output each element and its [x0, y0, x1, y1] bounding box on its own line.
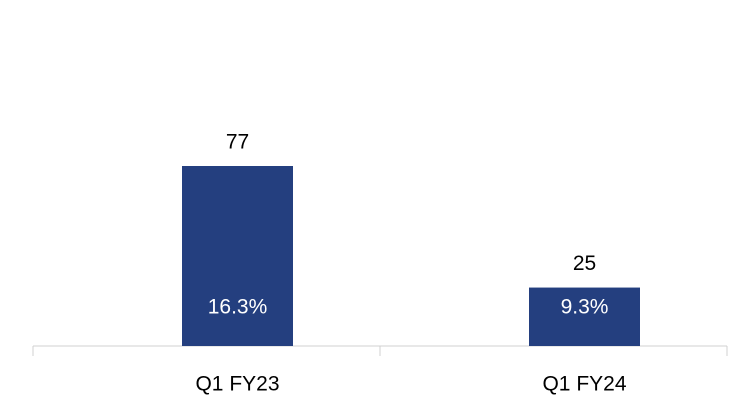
inner-label: 9.3% — [561, 296, 609, 319]
inner-label: 16.3% — [208, 296, 268, 319]
x-tick-label: Q1 FY24 — [542, 373, 626, 396]
bar — [182, 166, 293, 346]
value-label: 77 — [226, 131, 249, 154]
bar — [529, 287, 640, 346]
value-label: 25 — [573, 252, 596, 275]
x-tick-label: Q1 FY23 — [195, 373, 279, 396]
